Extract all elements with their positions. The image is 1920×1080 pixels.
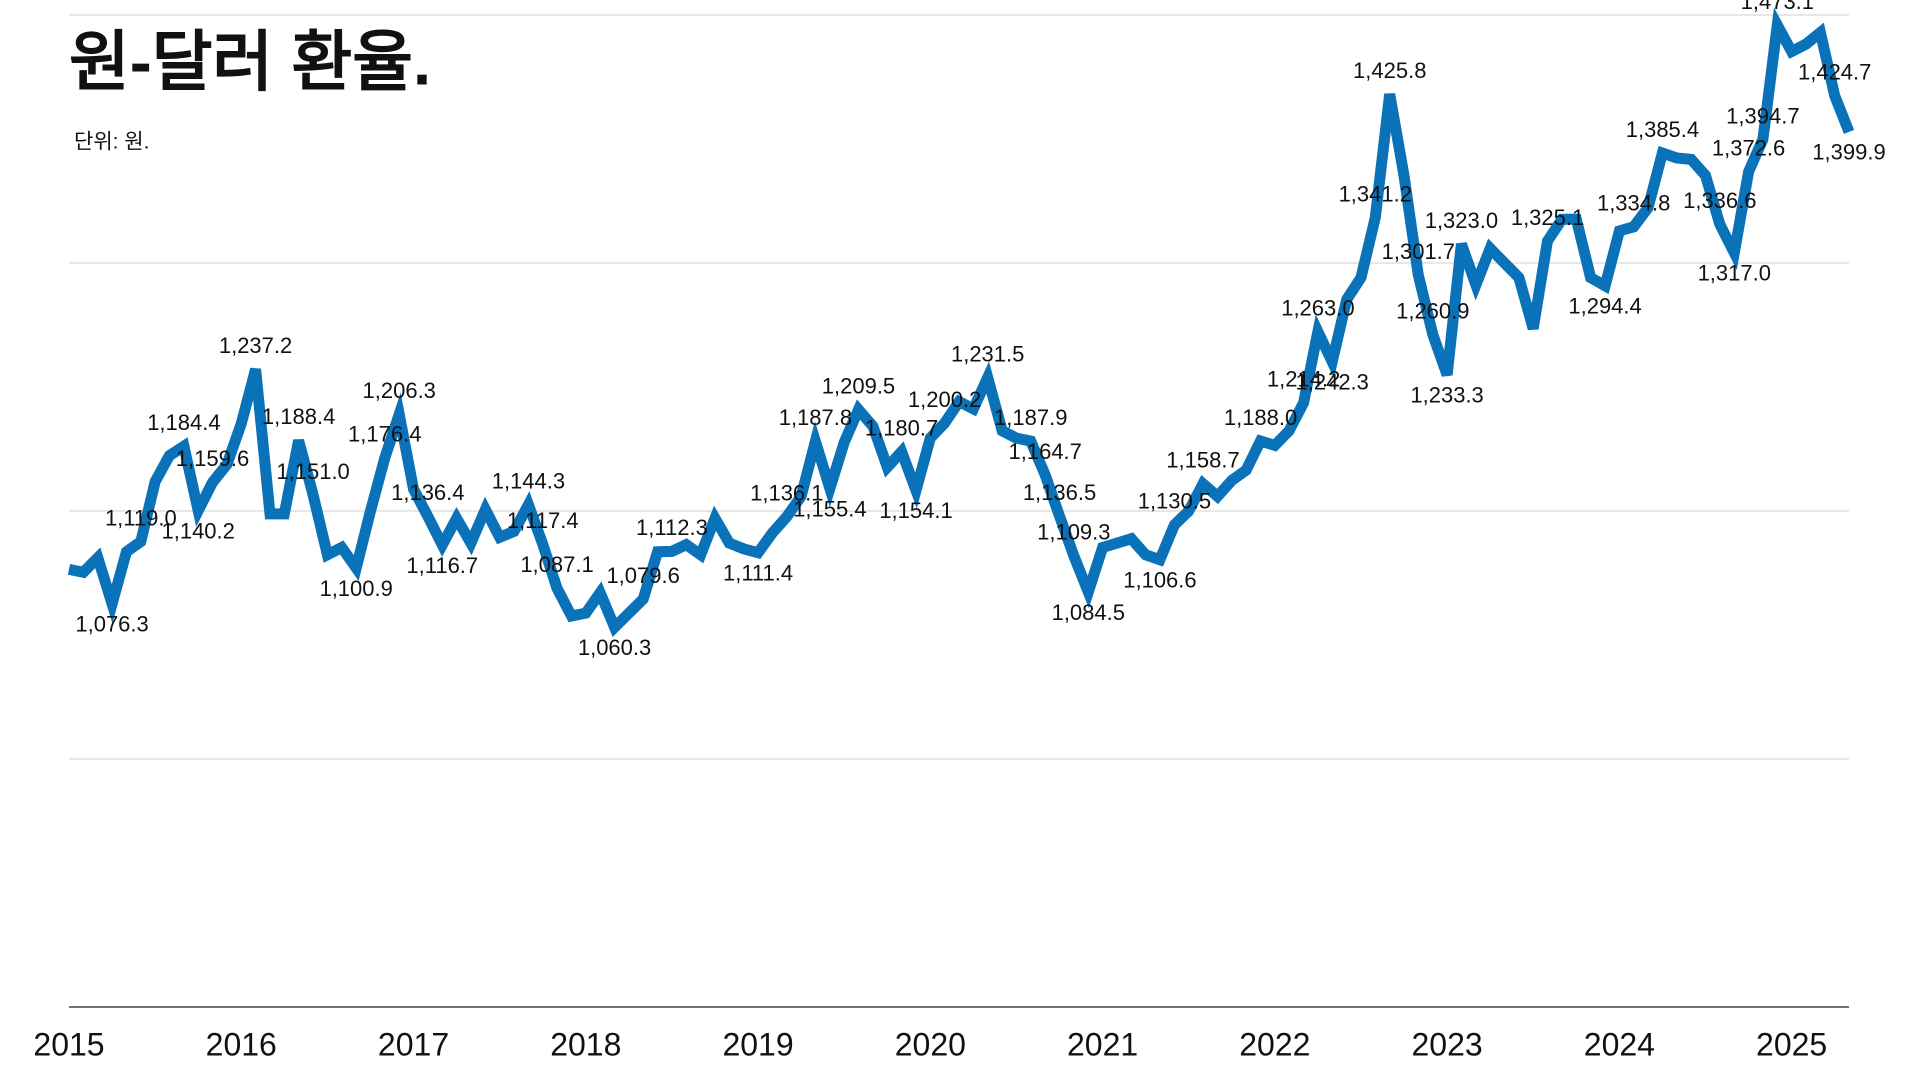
data-label: 1,106.6: [1123, 568, 1196, 593]
data-label: 1,159.6: [176, 446, 249, 471]
data-label: 1,151.0: [276, 459, 349, 484]
data-label: 1,130.5: [1138, 489, 1211, 514]
data-label: 1,136.4: [391, 480, 464, 505]
data-label: 1,140.2: [161, 519, 234, 544]
x-tick-label: 2015: [33, 1026, 104, 1062]
x-tick-label: 2020: [895, 1026, 966, 1062]
data-label: 1,294.4: [1568, 294, 1641, 319]
data-label: 1,424.7: [1798, 59, 1871, 84]
data-label: 1,079.6: [606, 563, 679, 588]
data-label: 1,214.2: [1267, 367, 1340, 392]
data-label: 1,473.1: [1741, 0, 1814, 14]
data-label: 1,231.5: [951, 341, 1024, 366]
data-label: 1,336.6: [1683, 188, 1756, 213]
data-label: 1,188.0: [1224, 405, 1297, 430]
data-label: 1,233.3: [1410, 383, 1483, 408]
data-label: 1,155.4: [793, 496, 866, 521]
data-label: 1,209.5: [822, 373, 895, 398]
x-tick-label: 2025: [1756, 1026, 1827, 1062]
data-label: 1,399.9: [1812, 140, 1885, 165]
data-label: 1,112.3: [636, 515, 708, 540]
data-label: 1,301.7: [1382, 239, 1455, 264]
data-label: 1,136.1: [750, 481, 823, 506]
data-label: 1,187.8: [779, 405, 852, 430]
data-label: 1,116.7: [406, 553, 478, 578]
data-label: 1,372.6: [1712, 135, 1785, 160]
data-label: 1,144.3: [492, 469, 565, 494]
chart-subtitle: 단위: 원.: [74, 131, 149, 154]
data-label: 1,184.4: [147, 410, 220, 435]
data-label: 1,341.2: [1339, 181, 1412, 206]
x-tick-label: 2016: [206, 1026, 277, 1062]
data-label: 1,334.8: [1597, 191, 1670, 216]
data-label: 1,117.4: [507, 508, 579, 533]
data-label: 1,164.7: [1009, 439, 1082, 464]
data-label: 1,087.1: [520, 552, 593, 577]
x-tick-label: 2023: [1412, 1026, 1483, 1062]
data-label: 1,154.1: [879, 498, 952, 523]
chart-title: 원-달러 환율.: [69, 24, 431, 98]
data-label: 1,242.3: [1296, 370, 1369, 395]
data-label: 1,076.3: [75, 612, 148, 637]
data-label: 1,060.3: [578, 635, 651, 660]
data-label: 1,323.0: [1425, 208, 1498, 233]
x-tick-label: 2019: [722, 1026, 793, 1062]
data-label: 1,425.8: [1353, 58, 1426, 83]
data-label: 1,394.7: [1726, 103, 1799, 128]
line-series: [67, 7, 1855, 637]
data-label: 1,188.4: [262, 404, 335, 429]
data-label: 1,100.9: [319, 576, 392, 601]
x-tick-label: 2024: [1584, 1026, 1655, 1062]
x-tick-label: 2022: [1239, 1026, 1310, 1062]
data-label: 1,136.5: [1023, 480, 1096, 505]
data-label: 1,260.9: [1396, 298, 1469, 323]
data-label: 1,200.2: [908, 387, 981, 412]
data-label: 1,111.4: [723, 561, 793, 586]
data-label: 1,385.4: [1626, 117, 1699, 142]
data-label: 1,180.7: [865, 415, 938, 440]
data-label: 1,187.9: [994, 405, 1067, 430]
data-label: 1,109.3: [1037, 520, 1110, 545]
data-label: 1,317.0: [1698, 261, 1771, 286]
data-label: 1,176.4: [348, 422, 421, 447]
x-tick-label: 2017: [378, 1026, 449, 1062]
data-label: 1,206.3: [363, 378, 436, 403]
x-tick-label: 2021: [1067, 1026, 1138, 1062]
data-label: 1,237.2: [219, 333, 292, 358]
data-label: 1,084.5: [1052, 600, 1125, 625]
data-label: 1,119.0: [105, 505, 177, 530]
x-tick-label: 2018: [550, 1026, 621, 1062]
data-label: 1,263.0: [1281, 295, 1354, 320]
data-label: 1,158.7: [1166, 448, 1239, 473]
data-label: 1,325.1: [1511, 205, 1584, 230]
